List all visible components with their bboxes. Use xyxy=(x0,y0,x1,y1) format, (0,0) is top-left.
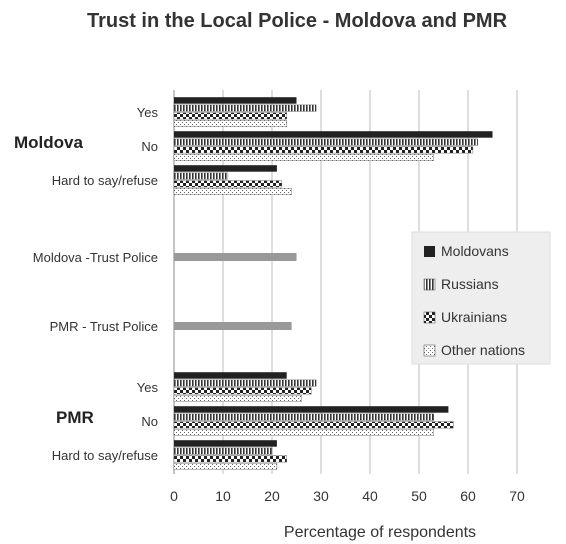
bar-other-nations xyxy=(173,154,434,162)
bar-moldovans xyxy=(174,131,493,138)
legend-swatch xyxy=(424,246,435,257)
x-tick-label: 40 xyxy=(362,488,378,504)
group-label-moldova: Moldova xyxy=(14,133,83,152)
trust-bar xyxy=(174,253,297,261)
category-labels: Yes No Hard to say/refuse Moldova -Trust Po… xyxy=(33,105,159,463)
trust-bar xyxy=(174,322,292,330)
legend-label: Other nations xyxy=(441,342,525,358)
bar-ukrainians xyxy=(173,455,287,463)
category-label: PMR - Trust Police xyxy=(50,319,158,334)
bar-other-nations xyxy=(173,395,302,402)
x-tick-label: 50 xyxy=(411,488,427,504)
bar-moldovans xyxy=(174,406,449,413)
bar-ukrainians xyxy=(173,421,454,429)
bar-russians xyxy=(173,379,317,387)
bar-other-nations xyxy=(173,120,287,128)
category-label: No xyxy=(141,139,158,154)
bar-other-nations xyxy=(173,188,292,196)
legend-swatch xyxy=(423,278,436,291)
legend-label: Ukrainians xyxy=(441,309,507,325)
bar-russians xyxy=(173,447,273,455)
bar-russians xyxy=(173,172,229,180)
category-label: Moldova -Trust Police xyxy=(33,250,158,265)
bar-other-nations xyxy=(173,463,278,470)
x-tick-labels: 0 10 20 30 40 50 60 70 xyxy=(170,488,525,504)
bar-moldovans xyxy=(174,165,277,172)
bar-moldovans xyxy=(174,440,277,447)
x-tick-label: 60 xyxy=(460,488,476,504)
category-label: No xyxy=(141,414,158,429)
legend-label: Moldovans xyxy=(441,243,509,259)
legend-label: Russians xyxy=(441,276,499,292)
bar-russians xyxy=(173,413,434,421)
category-label: Yes xyxy=(137,380,159,395)
category-label: Hard to say/refuse xyxy=(52,173,158,188)
group-label-pmr: PMR xyxy=(56,408,94,427)
x-tick-label: 20 xyxy=(264,488,280,504)
legend-swatch xyxy=(423,344,436,357)
legend: Moldovans Russians Ukrainians Other nations xyxy=(411,231,551,365)
x-axis-label: Percentage of respondents xyxy=(284,524,476,541)
bar-ukrainians xyxy=(173,112,287,120)
legend-swatch xyxy=(423,311,436,324)
chart-title: Trust in the Local Police - Moldova and … xyxy=(87,10,508,32)
bar-ukrainians xyxy=(173,146,474,154)
bar-moldovans xyxy=(174,372,287,379)
bar-russians xyxy=(173,104,317,112)
category-label: Hard to say/refuse xyxy=(52,448,158,463)
x-tick-label: 70 xyxy=(509,488,525,504)
bar-ukrainians xyxy=(173,387,312,395)
bar-ukrainians xyxy=(173,180,283,188)
x-tick-label: 0 xyxy=(170,488,178,504)
x-tick-label: 10 xyxy=(215,488,231,504)
bar-moldovans xyxy=(174,97,297,104)
x-tick-label: 30 xyxy=(313,488,329,504)
category-label: Yes xyxy=(137,105,159,120)
bar-other-nations xyxy=(173,429,434,436)
bar-russians xyxy=(173,138,478,146)
bars xyxy=(173,97,493,470)
